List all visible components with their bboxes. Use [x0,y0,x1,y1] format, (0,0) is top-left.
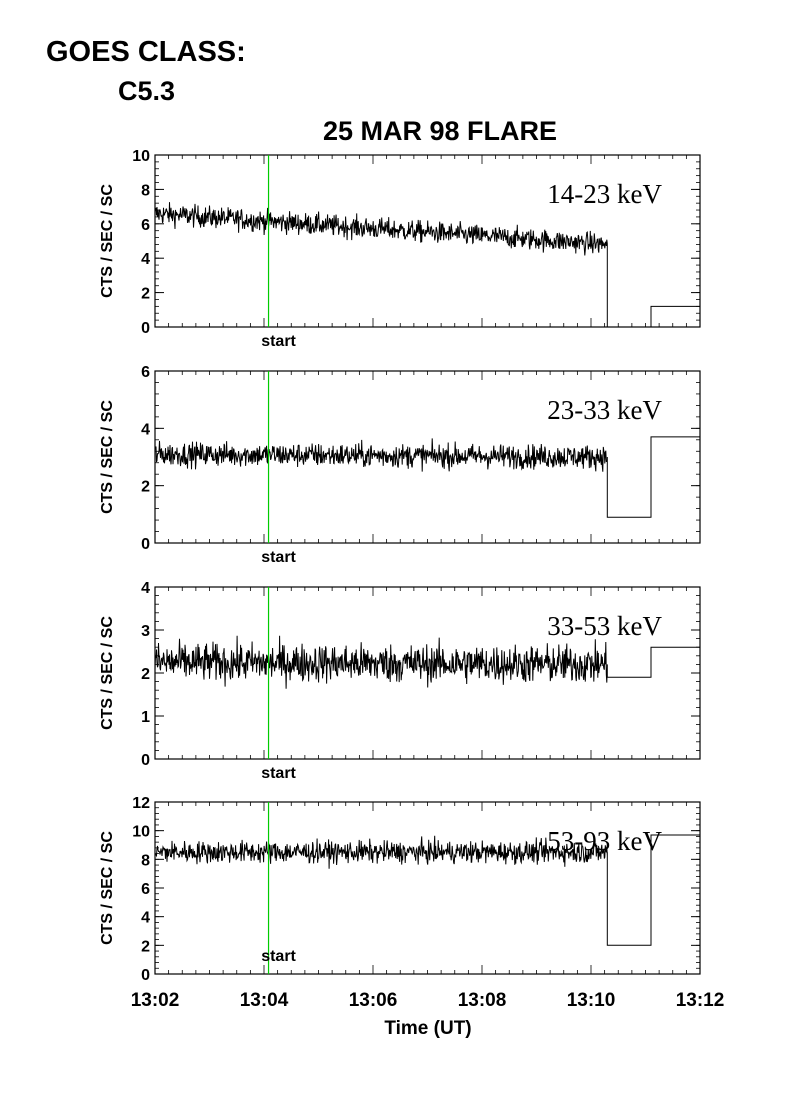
y-tick-label: 1 [141,709,150,726]
x-axis: 13:02 13:04 13:06 13:08 13:10 13:12 [131,990,725,1011]
y-tick-label: 6 [141,217,150,234]
y-tick-label: 2 [141,938,150,955]
band-label: 33-53 keV [547,611,662,641]
y-tick-label: 3 [141,623,150,640]
panel-4: 0 2 4 6 8 10 12 CTS / SEC / SC 53-93 keV start [99,795,701,984]
y-tick-label: 0 [141,967,150,984]
y-tick-label: 4 [141,910,150,927]
y-tick-label: 0 [141,320,150,337]
series-line [154,202,700,328]
y-tick-label: 0 [141,536,150,553]
chart-title: 25 MAR 98 FLARE [323,116,557,146]
y-tick-label: 2 [141,286,150,303]
panel-1: 0 2 4 6 8 10 CTS / SEC / SC 14-23 keV start [99,148,701,350]
y-tick-label: 10 [132,824,150,841]
series-line [154,834,700,946]
panel-3: 0 1 2 3 4 CTS / SEC / SC 33-53 keV start [99,580,701,782]
y-tick-label: 2 [141,479,150,496]
x-tick-label: 13:08 [458,990,507,1011]
x-axis-label: Time (UT) [384,1018,471,1039]
x-tick-label: 13:04 [240,990,289,1011]
y-tick-label: 2 [141,666,150,683]
y-axis-label: CTS / SEC / SC [99,831,116,945]
panel-2: 0 2 4 6 CTS / SEC / SC 23-33 keV start [99,364,701,566]
start-marker-label: start [261,549,296,566]
start-marker-label: start [261,333,296,350]
series-line [154,635,700,689]
series-line [154,436,700,518]
y-tick-label: 8 [141,852,150,869]
x-tick-label: 13:02 [131,990,180,1011]
goes-class-value: C5.3 [118,76,176,106]
y-tick-label: 6 [141,364,150,381]
band-label: 53-93 keV [547,826,662,856]
x-tick-label: 13:06 [349,990,398,1011]
y-tick-label: 6 [141,881,150,898]
y-axis-label: CTS / SEC / SC [99,184,116,298]
goes-class-label: GOES CLASS: [46,36,246,68]
start-marker-label: start [261,765,296,782]
y-tick-label: 4 [141,251,150,268]
y-tick-label: 8 [141,182,150,199]
x-tick-label: 13:12 [676,990,725,1011]
x-tick-label: 13:10 [567,990,616,1011]
start-marker-label: start [261,948,296,965]
y-axis-label: CTS / SEC / SC [99,616,116,730]
band-label: 23-33 keV [547,395,662,425]
y-tick-label: 12 [132,795,150,812]
y-tick-label: 10 [132,148,150,165]
y-tick-label: 4 [141,580,150,597]
band-label: 14-23 keV [547,179,662,209]
y-tick-label: 4 [141,421,150,438]
y-axis-label: CTS / SEC / SC [99,400,116,514]
y-tick-label: 0 [141,752,150,769]
